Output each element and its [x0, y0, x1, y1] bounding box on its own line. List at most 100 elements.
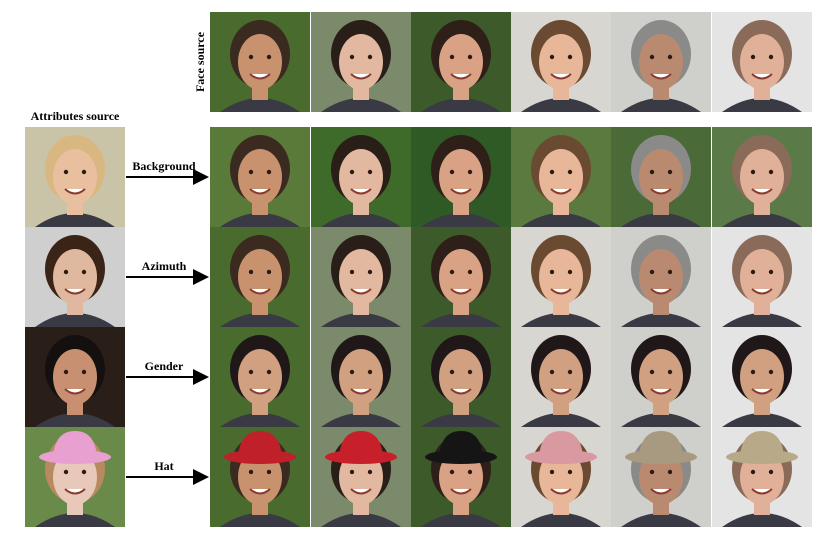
eye	[549, 469, 555, 475]
eye	[667, 169, 673, 175]
eye	[467, 269, 473, 275]
eye	[768, 269, 774, 275]
eye	[266, 269, 272, 275]
row-label: Hat	[154, 459, 173, 473]
eye	[81, 269, 87, 275]
smile	[249, 488, 271, 495]
smile	[350, 488, 372, 495]
shoulders	[421, 513, 501, 527]
smile	[350, 388, 372, 395]
eye	[349, 54, 355, 60]
smile	[350, 288, 372, 295]
eye	[667, 469, 673, 475]
face	[238, 249, 282, 305]
smile	[650, 288, 672, 295]
face	[740, 34, 784, 90]
eye	[467, 169, 473, 175]
shoulders	[722, 98, 802, 112]
face	[339, 249, 383, 305]
smile	[450, 73, 472, 80]
eye	[549, 54, 555, 60]
shoulders	[35, 413, 115, 427]
face	[639, 349, 683, 405]
shoulders	[521, 213, 601, 227]
eye	[649, 169, 655, 175]
shoulders	[321, 513, 401, 527]
smile	[550, 388, 572, 395]
eye	[349, 469, 355, 475]
face-image	[712, 127, 812, 227]
eye	[266, 54, 272, 60]
shoulders	[321, 313, 401, 327]
row-label: Azimuth	[142, 259, 187, 273]
eye	[81, 469, 87, 475]
shoulders	[35, 213, 115, 227]
face-grid	[25, 12, 812, 527]
face-image	[511, 327, 611, 427]
face-image	[311, 12, 411, 112]
smile	[249, 388, 271, 395]
face-image	[511, 12, 611, 112]
eye	[266, 169, 272, 175]
smile	[650, 73, 672, 80]
smile	[64, 488, 86, 495]
eye	[768, 369, 774, 375]
face-image	[210, 127, 310, 227]
row-label: Background	[132, 159, 195, 173]
eye	[467, 469, 473, 475]
face-image	[25, 327, 125, 427]
face	[439, 349, 483, 405]
shoulders	[321, 98, 401, 112]
eye	[449, 269, 455, 275]
smile	[751, 388, 773, 395]
eye	[467, 369, 473, 375]
eye	[549, 169, 555, 175]
face	[439, 149, 483, 205]
eye	[567, 54, 573, 60]
eye	[63, 169, 69, 175]
shoulders	[722, 513, 802, 527]
eye	[266, 469, 272, 475]
face-image	[511, 227, 611, 327]
face	[639, 34, 683, 90]
eye	[248, 469, 254, 475]
eye	[63, 269, 69, 275]
eye	[248, 369, 254, 375]
shoulders	[421, 98, 501, 112]
smile	[650, 188, 672, 195]
shoulders	[722, 213, 802, 227]
eye	[449, 469, 455, 475]
face	[339, 149, 383, 205]
face	[639, 149, 683, 205]
shoulders	[621, 413, 701, 427]
smile	[350, 188, 372, 195]
eye	[750, 369, 756, 375]
face-image	[210, 12, 310, 112]
face-image	[611, 127, 711, 227]
eye	[248, 54, 254, 60]
face	[740, 349, 784, 405]
face-image	[712, 227, 812, 327]
shoulders	[521, 98, 601, 112]
eye	[750, 269, 756, 275]
face-image	[611, 427, 711, 527]
shoulders	[220, 513, 300, 527]
face-image	[311, 427, 411, 527]
eye	[349, 369, 355, 375]
face	[53, 249, 97, 305]
eye	[667, 269, 673, 275]
eye	[567, 469, 573, 475]
eye	[549, 269, 555, 275]
hat-crown	[53, 431, 97, 457]
face-image	[311, 227, 411, 327]
eye	[667, 54, 673, 60]
shoulders	[220, 313, 300, 327]
face-image	[25, 427, 125, 527]
shoulders	[722, 313, 802, 327]
face	[740, 249, 784, 305]
eye	[750, 469, 756, 475]
hat-crown	[639, 431, 683, 457]
face	[539, 349, 583, 405]
eye	[81, 169, 87, 175]
face	[639, 249, 683, 305]
